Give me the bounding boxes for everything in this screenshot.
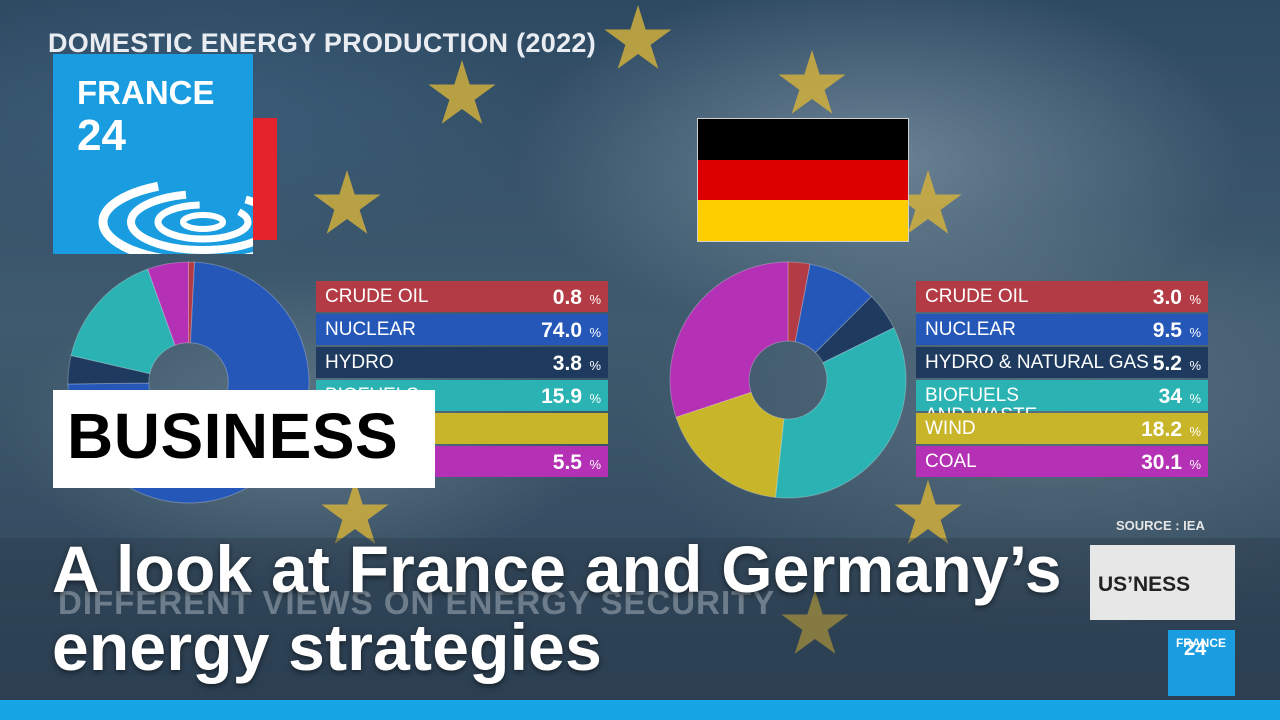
pie-slice	[794, 263, 873, 354]
legend-label: HYDRO & NATURAL GAS	[925, 352, 1149, 373]
legend-label: WIND	[925, 418, 976, 439]
eu-star-icon	[313, 170, 381, 234]
legend-row: HYDRO 3.8%	[316, 347, 608, 378]
logo-swirl-icon	[98, 177, 253, 254]
source-note: SOURCE : IEA	[1116, 518, 1205, 533]
france24-mini-logo: FRANCE 24	[1168, 630, 1235, 696]
pie-slice	[67, 354, 151, 385]
legend-value: 5.2	[1152, 352, 1182, 375]
legend-row: NUCLEAR 74.0%	[316, 314, 608, 345]
legend-unit: %	[1189, 391, 1201, 406]
slide-title: DOMESTIC ENERGY PRODUCTION (2022)	[48, 28, 596, 58]
legend-value: 34	[1158, 385, 1182, 408]
mini-logo-text: FRANCE 24	[1176, 636, 1226, 660]
legend-row: NUCLEAR 9.5%	[916, 314, 1208, 345]
legend-value: 15.9	[541, 385, 582, 408]
category-badge: BUSINESS	[53, 390, 435, 488]
eu-star-icon	[778, 50, 846, 114]
eu-star-icon	[428, 60, 496, 124]
legend-unit: %	[1189, 424, 1201, 439]
background-business-box: US’NESS	[1090, 545, 1235, 620]
legend-row: BIOFUELSAND WASTE34%	[916, 380, 1208, 426]
legend-row: WIND 18.2%	[916, 413, 1208, 444]
legend-value: 30.1	[1141, 451, 1182, 474]
germany-flag-stripe	[698, 200, 908, 242]
germany-flag-stripe	[698, 159, 908, 201]
accent-bar	[0, 700, 1280, 720]
legend-row: CRUDE OIL 0.8%	[316, 281, 608, 312]
legend-label: NUCLEAR	[925, 319, 1016, 340]
legend-unit: %	[1189, 457, 1201, 472]
legend-value: 5.5	[552, 451, 582, 474]
legend-unit: %	[589, 325, 601, 340]
legend-value: 74.0	[541, 319, 582, 342]
legend-row: CRUDE OIL 3.0%	[916, 281, 1208, 312]
legend-unit: %	[1189, 358, 1201, 373]
lower-third-background	[0, 538, 1280, 700]
germany-legend: CRUDE OIL 3.0% NUCLEAR 9.5% HYDRO & NATURAL …	[916, 281, 1208, 479]
legend-row: COAL 30.1%	[916, 446, 1208, 477]
legend-unit: %	[589, 358, 601, 373]
germany-pie-chart	[669, 261, 907, 499]
legend-value: 3.0	[1152, 286, 1182, 309]
legend-label: NUCLEAR	[325, 319, 416, 340]
legend-value: 0.8	[552, 286, 582, 309]
legend-unit: %	[589, 391, 601, 406]
pie-slice	[675, 391, 785, 498]
legend-row: HYDRO & NATURAL GAS 5.2%	[916, 347, 1208, 378]
background-business-label: US’NESS	[1098, 573, 1191, 596]
legend-label: COAL	[925, 451, 977, 472]
eu-star-icon	[604, 5, 672, 69]
germany-flag	[697, 118, 909, 242]
headline: A look at France and Germany’s energy st…	[52, 532, 1062, 684]
legend-value: 18.2	[1141, 418, 1182, 441]
legend-label: HYDRO	[325, 352, 394, 373]
legend-unit: %	[589, 457, 601, 472]
pie-slice	[669, 261, 789, 418]
pie-slice	[70, 268, 176, 375]
legend-unit: %	[589, 292, 601, 307]
legend-value: 3.8	[552, 352, 582, 375]
pie-slice	[147, 261, 189, 346]
logo-text: FRANCE	[77, 74, 215, 111]
germany-flag-stripe	[698, 119, 908, 160]
legend-label: CRUDE OIL	[925, 286, 1029, 307]
france24-logo: FRANCE 24	[53, 54, 253, 254]
legend-unit: %	[1189, 292, 1201, 307]
france-flag	[253, 118, 277, 240]
pie-slice	[774, 327, 907, 499]
legend-unit: %	[1189, 325, 1201, 340]
legend-value: 9.5	[1152, 319, 1182, 342]
logo-text: 24	[77, 111, 126, 160]
category-label: BUSINESS	[67, 400, 399, 472]
background-programme-label: DIFFERENT VIEWS ON ENERGY SECURITY	[58, 584, 776, 621]
legend-label: CRUDE OIL	[325, 286, 429, 307]
